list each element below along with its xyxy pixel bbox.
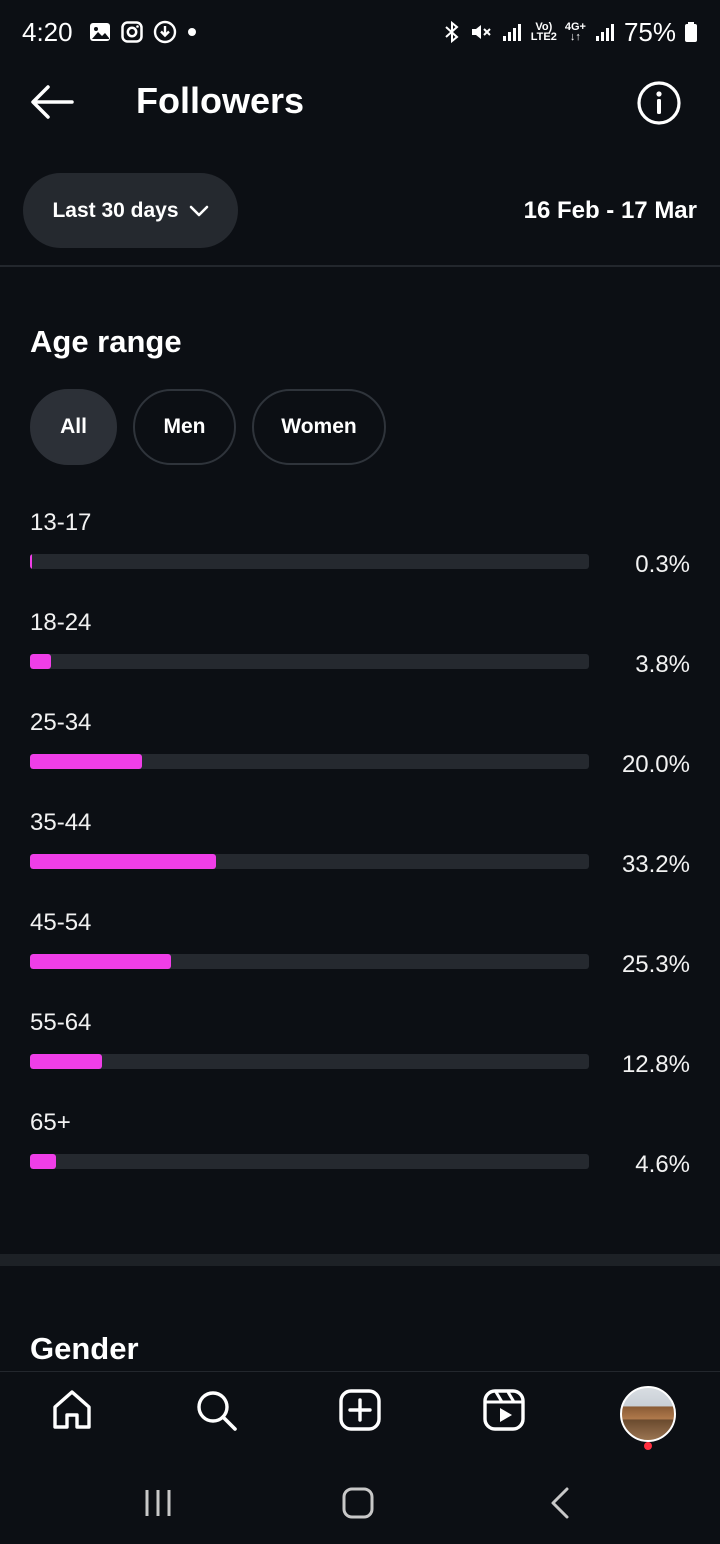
status-left: 4:20 bbox=[22, 17, 197, 48]
status-bar: 4:20 Vo) LTE2 4G+ ↓↑ bbox=[0, 0, 720, 64]
age-bar-track bbox=[30, 554, 589, 569]
age-bar-percent: 25.3% bbox=[621, 951, 690, 978]
age-bar-row: 18-24 3.8% bbox=[30, 605, 690, 705]
nav-reels-button[interactable] bbox=[480, 1386, 528, 1434]
mute-icon bbox=[469, 20, 493, 44]
age-bar-row: 65+ 4.6% bbox=[30, 1105, 690, 1205]
notification-dot bbox=[644, 1442, 652, 1450]
filter-chip-men[interactable]: Men bbox=[133, 389, 236, 465]
age-bar-track bbox=[30, 854, 589, 869]
back-icon bbox=[551, 1487, 569, 1519]
nav-create-button[interactable] bbox=[336, 1386, 384, 1434]
create-icon bbox=[339, 1389, 381, 1431]
network-indicator: 4G+ ↓↑ bbox=[564, 21, 586, 43]
battery-icon bbox=[684, 21, 698, 43]
age-bar-track bbox=[30, 754, 589, 769]
age-bar-percent: 0.3% bbox=[635, 551, 690, 578]
dot-icon bbox=[187, 27, 197, 37]
date-range-dropdown-label: Last 30 days bbox=[52, 198, 179, 222]
age-bar-percent: 3.8% bbox=[635, 651, 690, 678]
filter-chip-women[interactable]: Women bbox=[252, 389, 386, 465]
gallery-icon bbox=[89, 21, 111, 43]
divider bbox=[0, 265, 720, 267]
profile-avatar[interactable] bbox=[620, 1386, 676, 1442]
back-arrow-icon bbox=[31, 85, 74, 119]
signal-icon bbox=[594, 21, 616, 43]
battery-percent: 75% bbox=[623, 16, 676, 47]
age-bar-track bbox=[30, 654, 589, 669]
age-bar-fill bbox=[30, 854, 216, 869]
system-back-button[interactable] bbox=[536, 1481, 584, 1525]
age-bar-fill bbox=[30, 1154, 56, 1169]
section-divider bbox=[0, 1254, 720, 1266]
age-bar-row: 13-17 0.3% bbox=[30, 505, 690, 605]
recents-icon bbox=[145, 1490, 171, 1516]
age-bar-percent: 20.0% bbox=[621, 751, 690, 778]
home-icon bbox=[53, 1390, 91, 1429]
info-icon bbox=[637, 81, 681, 125]
info-button[interactable] bbox=[636, 80, 682, 126]
age-bar-row: 55-64 12.8% bbox=[30, 1005, 690, 1105]
chevron-down-icon bbox=[189, 205, 208, 216]
age-range-title: Age range bbox=[30, 324, 182, 359]
status-time: 4:20 bbox=[22, 16, 73, 47]
home-button-icon bbox=[342, 1487, 374, 1519]
date-range-text: 16 Feb - 17 Mar bbox=[523, 197, 697, 224]
page-title: Followers bbox=[136, 80, 305, 121]
signal-icon bbox=[501, 21, 523, 43]
age-bar-label: 35-44 bbox=[30, 809, 92, 836]
age-bar-row: 35-44 33.2% bbox=[30, 805, 690, 905]
back-button[interactable] bbox=[28, 82, 76, 122]
download-icon bbox=[153, 20, 177, 44]
bluetooth-icon bbox=[443, 20, 461, 44]
recents-button[interactable] bbox=[134, 1481, 182, 1525]
instagram-icon bbox=[120, 21, 143, 43]
date-range-dropdown[interactable]: Last 30 days bbox=[23, 173, 238, 248]
age-bar-fill bbox=[30, 1054, 102, 1069]
bottom-nav bbox=[0, 1371, 720, 1459]
age-bar-track bbox=[30, 1154, 589, 1169]
system-home-button[interactable] bbox=[334, 1481, 382, 1525]
age-bar-percent: 12.8% bbox=[621, 1051, 690, 1078]
age-bar-track bbox=[30, 1054, 589, 1069]
age-bar-label: 13-17 bbox=[30, 509, 92, 536]
age-bar-row: 25-34 20.0% bbox=[30, 705, 690, 805]
age-bar-percent: 33.2% bbox=[621, 851, 690, 878]
status-right: Vo) LTE2 4G+ ↓↑ 75% bbox=[443, 17, 698, 48]
age-bar-fill bbox=[30, 654, 52, 669]
system-nav-bar bbox=[0, 1459, 720, 1544]
age-bar-label: 45-54 bbox=[30, 909, 92, 936]
age-filter-chips: All Men Women bbox=[30, 389, 386, 465]
age-bar-track bbox=[30, 954, 589, 969]
age-bar-label: 18-24 bbox=[30, 609, 92, 636]
volte-indicator: Vo) LTE2 bbox=[530, 21, 557, 43]
age-bar-fill bbox=[30, 954, 172, 969]
header: Followers bbox=[0, 70, 720, 134]
age-bar-label: 65+ bbox=[30, 1109, 71, 1136]
age-bar-fill bbox=[30, 754, 142, 769]
age-bar-label: 55-64 bbox=[30, 1009, 92, 1036]
search-icon bbox=[197, 1391, 237, 1431]
age-bar-percent: 4.6% bbox=[635, 1151, 690, 1178]
nav-home-button[interactable] bbox=[48, 1386, 96, 1434]
age-bar-chart: 13-17 0.3% 18-24 3.8% 25-34 20.0% 35-44 33.2% 45… bbox=[30, 505, 690, 1205]
age-bar-fill bbox=[30, 554, 32, 569]
reels-icon bbox=[483, 1389, 525, 1431]
age-bar-row: 45-54 25.3% bbox=[30, 905, 690, 1005]
nav-search-button[interactable] bbox=[192, 1386, 240, 1434]
filter-chip-all[interactable]: All bbox=[30, 389, 117, 465]
gender-title: Gender bbox=[30, 1331, 139, 1366]
age-bar-label: 25-34 bbox=[30, 709, 92, 736]
